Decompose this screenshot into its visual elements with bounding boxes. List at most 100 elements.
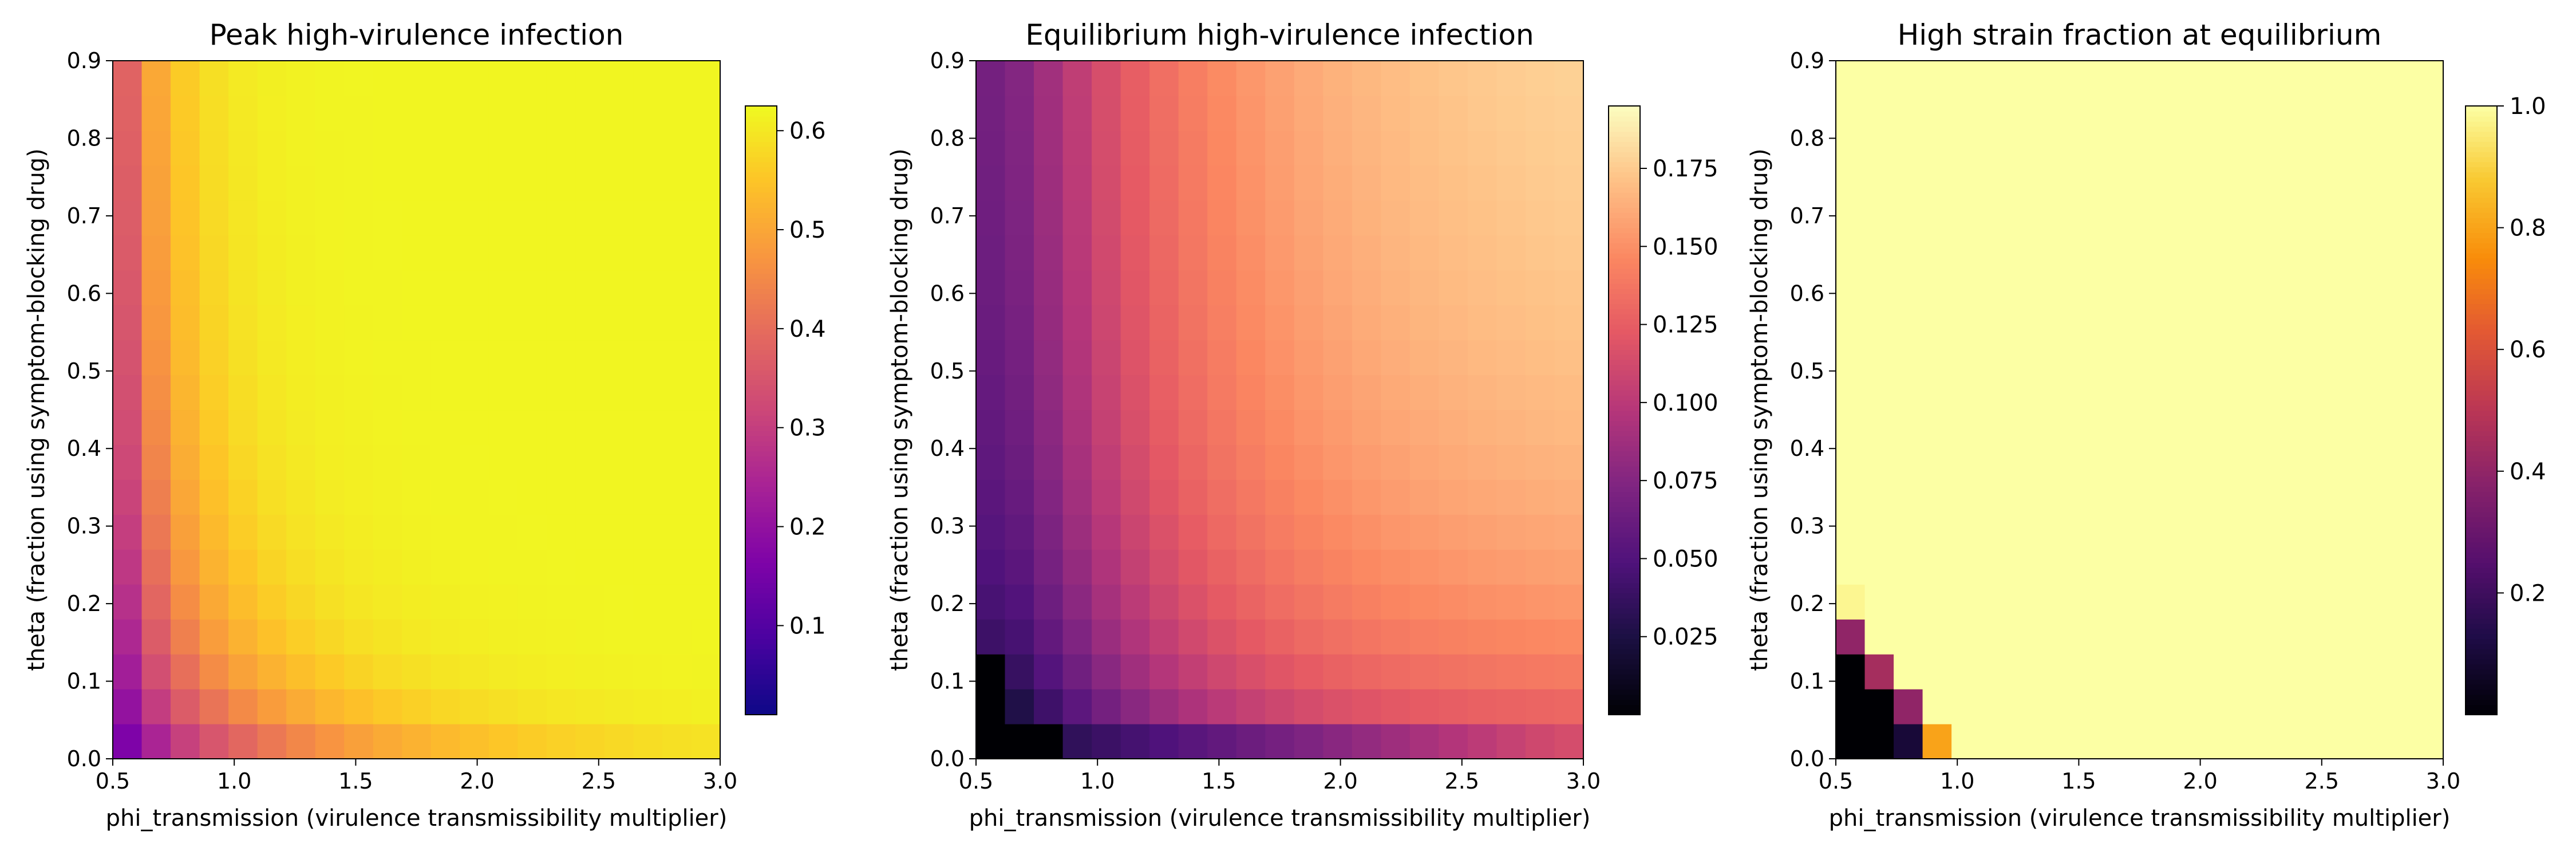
heatmap-cell xyxy=(1894,200,1923,236)
colorbar-segment xyxy=(1609,608,1640,614)
heatmap-cell xyxy=(546,375,576,411)
colorbar-segment xyxy=(2466,659,2497,665)
heatmap-cell xyxy=(430,305,460,341)
heatmap-cell xyxy=(1265,200,1295,236)
heatmap-cell xyxy=(1864,200,1894,236)
heatmap-cell xyxy=(488,340,518,376)
heatmap-cell xyxy=(286,200,316,236)
colorbar-segment xyxy=(2466,268,2497,274)
heatmap-cell xyxy=(1062,375,1092,411)
heatmap-cell xyxy=(2125,130,2155,166)
x-tick-label: 0.5 xyxy=(959,769,993,794)
colorbar-segment xyxy=(745,288,777,294)
heatmap-cell xyxy=(517,654,547,689)
heatmap-cell xyxy=(286,375,316,411)
heatmap-cell xyxy=(575,130,605,166)
heatmap-cell xyxy=(1149,654,1179,689)
heatmap-cell xyxy=(2009,619,2039,655)
heatmap-cell xyxy=(2038,654,2068,689)
heatmap-cell xyxy=(1265,270,1295,306)
heatmap-cell xyxy=(1034,479,1064,515)
heatmap-cell xyxy=(2298,479,2328,515)
colorbar-segment xyxy=(1609,121,1640,127)
colorbar-segment xyxy=(745,339,777,345)
colorbar-segment xyxy=(2466,156,2497,163)
heatmap-cell xyxy=(373,130,402,166)
colorbar-segment xyxy=(2466,309,2497,314)
colorbar-segment xyxy=(2466,258,2497,264)
colorbar-segment xyxy=(2466,669,2497,675)
heatmap-cell xyxy=(1120,549,1150,585)
heatmap-cell xyxy=(1980,305,2010,341)
colorbar-tick-label: 0.5 xyxy=(789,217,826,243)
heatmap-cell xyxy=(199,654,229,689)
heatmap-cell xyxy=(2241,340,2270,376)
heatmap-cell xyxy=(1525,724,1555,759)
heatmap-cell xyxy=(171,130,200,166)
heatmap-cell xyxy=(2096,724,2125,759)
colorbar-segment xyxy=(1609,527,1640,533)
heatmap-cell xyxy=(662,165,692,201)
heatmap-cell xyxy=(2269,724,2299,759)
heatmap-cell xyxy=(1062,689,1092,724)
heatmap-cell xyxy=(1922,584,1952,620)
heatmap-cell xyxy=(575,270,605,306)
heatmap-cell xyxy=(1236,270,1266,306)
colorbar-segment xyxy=(1609,304,1640,310)
heatmap-cell xyxy=(113,584,143,620)
heatmap-cell xyxy=(1062,549,1092,585)
colorbar-segment xyxy=(745,369,777,376)
heatmap-cell xyxy=(1467,689,1498,724)
colorbar-segment xyxy=(745,324,777,330)
colorbar-segment xyxy=(2466,643,2497,649)
heatmap-cell xyxy=(1149,619,1179,655)
heatmap-cell xyxy=(2183,270,2212,306)
colorbar-segment xyxy=(745,501,777,507)
colorbar-segment xyxy=(1609,334,1640,340)
colorbar-segment xyxy=(745,643,777,649)
heatmap-cell xyxy=(199,130,229,166)
heatmap-cell xyxy=(1554,340,1584,376)
heatmap-cell xyxy=(2009,654,2039,689)
heatmap-cell xyxy=(199,270,229,306)
heatmap-cell xyxy=(1294,130,1323,166)
heatmap-cell xyxy=(691,549,721,585)
heatmap-cell xyxy=(171,549,200,585)
heatmap-cell xyxy=(2269,340,2299,376)
y-tick-label: 0.2 xyxy=(930,591,965,616)
heatmap-cell xyxy=(257,409,287,446)
heatmap-cell xyxy=(604,549,634,585)
heatmap-cell xyxy=(1864,235,1894,271)
colorbar-tick-label: 0.075 xyxy=(1653,468,1718,494)
heatmap-cell xyxy=(1836,61,1866,96)
heatmap-cell xyxy=(2096,340,2125,376)
heatmap-cell xyxy=(2067,444,2097,480)
colorbar-segment xyxy=(745,415,777,421)
heatmap-cell xyxy=(488,444,518,480)
colorbar-segment xyxy=(745,126,777,132)
heatmap-cell xyxy=(460,200,489,236)
heatmap-cell xyxy=(976,689,1006,724)
heatmap-cell xyxy=(2241,235,2270,271)
colorbar-segment xyxy=(2466,106,2497,112)
colorbar-frame xyxy=(1608,105,1641,715)
colorbar-segment xyxy=(745,491,777,497)
heatmap-cell xyxy=(1294,654,1323,689)
colorbar-segment xyxy=(745,420,777,426)
heatmap-cell xyxy=(113,270,143,306)
heatmap-cell xyxy=(1381,619,1411,655)
heatmap-cell xyxy=(1467,95,1498,131)
heatmap-cell xyxy=(430,724,460,759)
heatmap-cell xyxy=(1062,479,1092,515)
heatmap-cell xyxy=(1005,305,1034,341)
colorbar: 0.20.40.60.81.0 xyxy=(2465,93,2546,715)
colorbar-segment xyxy=(1609,283,1640,289)
heatmap-cell xyxy=(633,444,663,480)
heatmap-cell xyxy=(1323,375,1353,411)
heatmap-cell xyxy=(2009,130,2039,166)
heatmap-cell xyxy=(1409,235,1439,271)
heatmap-cell xyxy=(1265,340,1295,376)
heatmap-cell xyxy=(2211,724,2241,759)
heatmap-cell xyxy=(1922,724,1952,759)
heatmap-cell xyxy=(2298,619,2328,655)
